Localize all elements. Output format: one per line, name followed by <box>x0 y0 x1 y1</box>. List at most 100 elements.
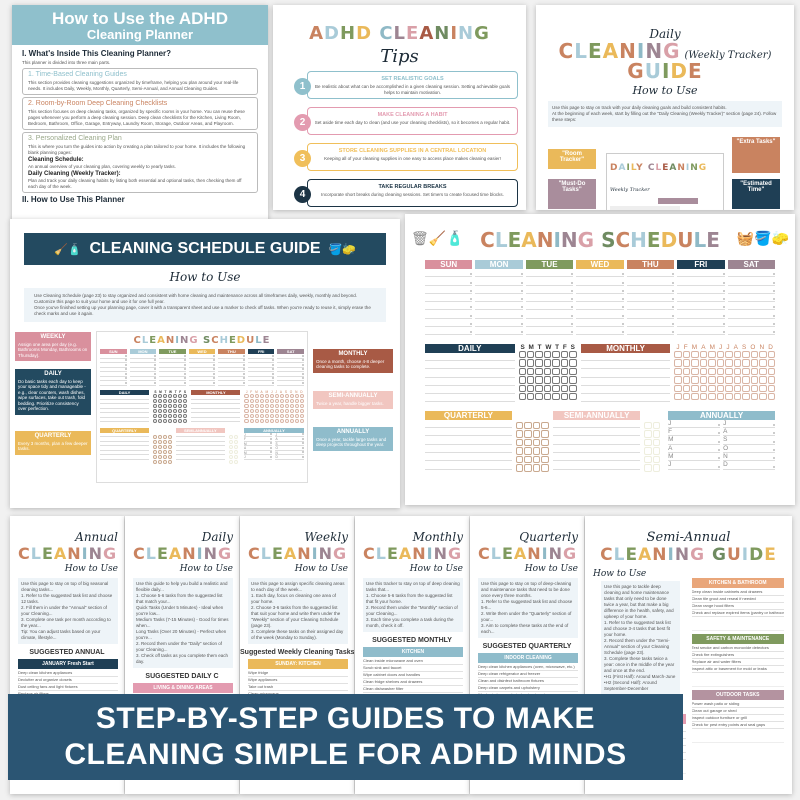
checkbox[interactable] <box>725 393 733 401</box>
checkbox[interactable] <box>294 394 299 399</box>
writing-line[interactable] <box>626 277 675 286</box>
checkbox[interactable] <box>259 394 264 399</box>
checkbox[interactable] <box>233 460 238 465</box>
checkbox[interactable] <box>535 384 543 393</box>
writing-line[interactable] <box>475 327 524 336</box>
checkbox[interactable] <box>569 359 577 367</box>
checkbox[interactable] <box>750 350 759 359</box>
annual-month-line[interactable]: D <box>275 455 304 460</box>
checkbox[interactable] <box>264 394 269 399</box>
checkbox[interactable] <box>699 367 708 376</box>
checkbox[interactable] <box>699 384 708 393</box>
checkbox[interactable] <box>532 421 541 430</box>
checkbox[interactable] <box>294 414 299 419</box>
writing-line[interactable] <box>626 327 675 336</box>
writing-line[interactable] <box>159 372 186 377</box>
checkbox[interactable] <box>168 399 173 404</box>
writing-line[interactable] <box>100 446 149 451</box>
writing-line[interactable] <box>580 378 671 386</box>
checkbox[interactable] <box>532 464 541 472</box>
checkbox[interactable] <box>173 419 178 424</box>
checkbox[interactable] <box>162 444 167 449</box>
checkbox[interactable] <box>708 359 716 367</box>
writing-line[interactable] <box>425 310 473 319</box>
checkbox[interactable] <box>178 409 183 414</box>
checkbox[interactable] <box>254 414 259 419</box>
writing-line[interactable] <box>626 310 675 319</box>
writing-line[interactable] <box>247 367 275 372</box>
checkbox[interactable] <box>279 409 284 414</box>
checkbox[interactable] <box>691 376 699 384</box>
checkbox[interactable] <box>259 404 264 409</box>
checkbox[interactable] <box>518 367 527 376</box>
checkbox[interactable] <box>269 394 274 399</box>
writing-line[interactable] <box>727 319 776 328</box>
checkbox[interactable] <box>244 409 249 414</box>
checkbox[interactable] <box>244 404 249 409</box>
writing-line[interactable] <box>425 277 473 286</box>
writing-line[interactable] <box>576 294 625 303</box>
checkbox[interactable] <box>249 414 254 419</box>
checkbox[interactable] <box>178 394 183 399</box>
checkbox[interactable] <box>233 439 238 444</box>
checkbox[interactable] <box>183 399 188 404</box>
checkbox[interactable] <box>269 409 274 414</box>
checkbox[interactable] <box>767 359 775 367</box>
writing-line[interactable] <box>425 302 473 311</box>
checkbox[interactable] <box>279 404 284 409</box>
checkbox[interactable] <box>767 393 775 401</box>
writing-line[interactable] <box>576 310 625 319</box>
checkbox[interactable] <box>158 419 163 424</box>
annual-month-line[interactable]: O <box>723 445 776 453</box>
checkbox[interactable] <box>691 393 699 401</box>
annual-month-line[interactable]: M <box>668 453 721 462</box>
checkbox[interactable] <box>157 439 162 444</box>
checkbox[interactable] <box>759 376 767 384</box>
writing-line[interactable] <box>129 381 157 386</box>
checkbox[interactable] <box>167 460 172 465</box>
writing-line[interactable] <box>525 269 574 278</box>
checkbox[interactable] <box>527 367 535 376</box>
checkbox[interactable] <box>652 447 661 455</box>
annual-month-line[interactable]: A <box>723 428 776 437</box>
checkbox[interactable] <box>244 394 249 399</box>
checkbox[interactable] <box>244 399 249 404</box>
checkbox[interactable] <box>183 414 188 419</box>
writing-line[interactable] <box>425 269 473 278</box>
writing-line[interactable] <box>191 404 241 409</box>
checkbox[interactable] <box>733 376 742 384</box>
writing-line[interactable] <box>191 413 241 418</box>
annual-month-line[interactable]: A <box>668 445 721 453</box>
writing-line[interactable] <box>727 302 776 311</box>
writing-line[interactable] <box>100 400 150 404</box>
writing-line[interactable] <box>425 369 515 378</box>
checkbox[interactable] <box>284 409 289 414</box>
checkbox[interactable] <box>742 359 750 367</box>
checkbox[interactable] <box>284 414 289 419</box>
checkbox[interactable] <box>294 409 299 414</box>
writing-line[interactable] <box>277 363 305 368</box>
writing-line[interactable] <box>425 353 515 361</box>
checkbox[interactable] <box>535 393 543 401</box>
checkbox[interactable] <box>569 393 577 401</box>
checkbox[interactable] <box>264 399 269 404</box>
checkbox[interactable] <box>289 409 294 414</box>
annual-month-line[interactable]: A <box>275 437 304 442</box>
checkbox[interactable] <box>183 419 188 424</box>
checkbox[interactable] <box>178 419 183 424</box>
checkbox[interactable] <box>527 376 535 384</box>
writing-line[interactable] <box>191 409 241 413</box>
writing-line[interactable] <box>525 277 574 286</box>
checkbox[interactable] <box>178 404 183 409</box>
writing-line[interactable] <box>677 277 725 286</box>
writing-line[interactable] <box>100 376 127 381</box>
checkbox[interactable] <box>162 449 167 454</box>
checkbox[interactable] <box>158 409 163 414</box>
writing-line[interactable] <box>525 319 574 328</box>
checkbox[interactable] <box>228 449 233 454</box>
checkbox[interactable] <box>750 376 759 384</box>
checkbox[interactable] <box>733 359 742 367</box>
writing-line[interactable] <box>525 302 574 311</box>
checkbox[interactable] <box>644 438 652 447</box>
checkbox[interactable] <box>742 367 750 376</box>
